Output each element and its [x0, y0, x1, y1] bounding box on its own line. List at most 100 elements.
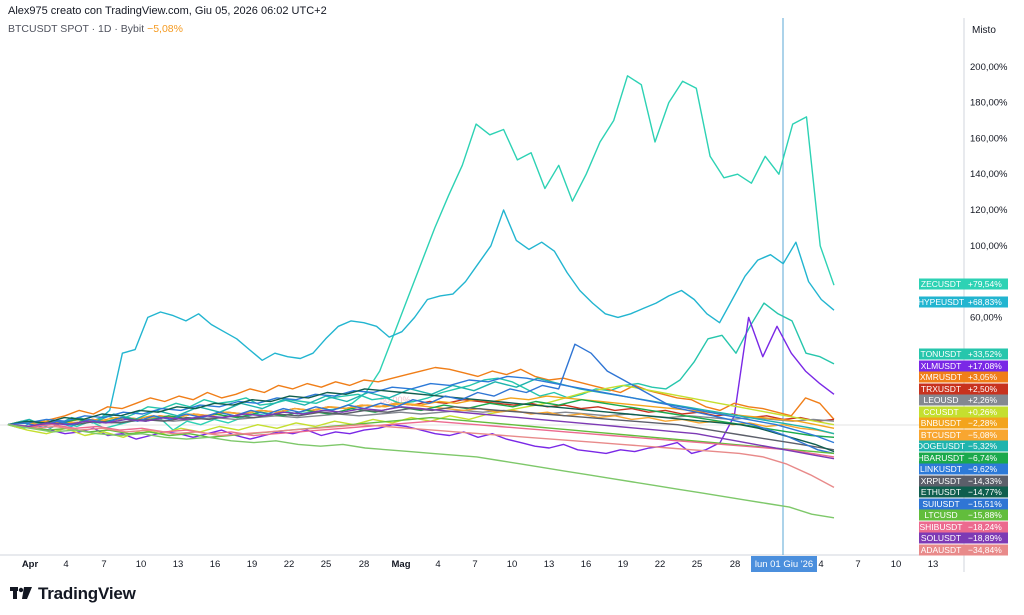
- series-badge-name: SOLUSDT: [921, 533, 961, 543]
- y-tick-label: 60,00%: [970, 312, 1003, 323]
- chart-header-title: Alex975 creato con TradingView.com, Giu …: [8, 5, 327, 17]
- x-tick-label: 19: [247, 559, 258, 570]
- series-badge-value: −5,32%: [968, 441, 998, 451]
- tradingview-logo-icon: [10, 587, 32, 599]
- series-badge-name: ZECUSDT: [921, 279, 961, 289]
- series-badge-ccusdt: CCUSDT +0,26%: [919, 406, 1008, 418]
- x-tick-label: 7: [472, 559, 477, 570]
- series-badge-name: XLMUSDT: [921, 361, 962, 371]
- series-badge-name: ADAUSDT: [921, 545, 962, 555]
- x-axis-ticks: Apr 4 7 10 13 16 19 22 25 28 Mag 4 7 10 13 16 19 22 25 28 4 7…: [22, 559, 938, 570]
- series-line-tonusdt: [7, 302, 835, 428]
- x-tick-label: 4: [63, 559, 68, 570]
- y-tick-label: 120,00%: [970, 205, 1008, 216]
- x-tick-label: 4: [818, 559, 823, 570]
- x-tick-label: 13: [544, 559, 555, 570]
- series-badge-name: DOGEUSDT: [917, 441, 965, 451]
- y-tick-label: 100,00%: [970, 241, 1008, 252]
- series-badge-value: +79,54%: [968, 279, 1002, 289]
- series-badge-value: +0,26%: [968, 407, 998, 417]
- series-badge-adausdt: ADAUSDT −34,84%: [919, 544, 1008, 556]
- y-tick-label: 180,00%: [970, 98, 1008, 109]
- faint-overlay-label: 50,00%: [380, 395, 411, 405]
- series-badge-name: SHIBUSDT: [920, 522, 963, 532]
- series-badge-value: −34,84%: [968, 545, 1002, 555]
- series-badge-value: +33,52%: [968, 349, 1002, 359]
- svg-text:lun 01 Giu '26: lun 01 Giu '26: [755, 559, 813, 570]
- series-badge-value: −15,51%: [968, 499, 1002, 509]
- series-line-ethusdt: [7, 388, 835, 453]
- series-line-xmrusdt: [7, 366, 835, 428]
- series-badge-ltcusd: LTCUSD −15,88%: [919, 509, 1008, 521]
- series-badges: ZECUSDT +79,54% HYPEUSDT +68,83% TONUSDT +33,…: [917, 278, 1008, 556]
- y-tick-label: 140,00%: [970, 169, 1008, 180]
- series-line-ltc-green: [7, 424, 835, 519]
- symbol-legend[interactable]: BTCUSDT SPOT · 1D · Bybit −5,08%: [8, 23, 183, 35]
- symbol-legend-name: BTCUSDT SPOT · 1D · Bybit: [8, 23, 145, 35]
- series-line-dogeusdt: [7, 377, 835, 435]
- series-badge-value: −15,88%: [968, 510, 1002, 520]
- series-badge-value: +2,50%: [968, 384, 998, 394]
- tradingview-brand: TradingView: [38, 584, 136, 603]
- x-tick-label: 13: [173, 559, 184, 570]
- series-line-solusdt: [7, 406, 835, 460]
- series-badge-name: LTCUSD: [924, 510, 957, 520]
- symbol-legend-change: −5,08%: [147, 23, 183, 35]
- series-badge-name: LEOUSD: [924, 395, 959, 405]
- x-tick-label: Mag: [392, 559, 411, 570]
- x-tick-label: 7: [855, 559, 860, 570]
- series-badge-trxusdt: TRXUSDT +2,50%: [919, 383, 1008, 395]
- series-badge-hypeusdt: HYPEUSDT +68,83%: [918, 296, 1008, 308]
- x-tick-label: 10: [891, 559, 902, 570]
- series-line-suiusdt: [7, 343, 835, 455]
- series-badge-bnbusdt: BNBUSDT −2,28%: [919, 417, 1008, 429]
- series-line-linkusdt: [7, 375, 835, 444]
- series-line-hypeusdt: [7, 209, 835, 429]
- x-tick-label: Apr: [22, 559, 39, 570]
- y-axis-ticks: 200,00% 180,00% 160,00% 140,00% 120,00% 100,0…: [970, 62, 1008, 324]
- x-tick-label: 16: [581, 559, 592, 570]
- series-badge-value: +2,26%: [968, 395, 998, 405]
- series-badge-name: BNBUSDT: [921, 418, 962, 428]
- series-badge-dogeusdt: DOGEUSDT −5,32%: [917, 440, 1008, 452]
- series-line-adausdt: [7, 424, 835, 489]
- series-badge-value: +17,08%: [968, 361, 1002, 371]
- series-badge-name: TRXUSDT: [921, 384, 961, 394]
- series-lines: [7, 75, 835, 519]
- x-tick-label: 28: [359, 559, 370, 570]
- x-tick-label: 22: [655, 559, 666, 570]
- series-badge-name: XRPUSDT: [921, 476, 962, 486]
- series-line-xlmusdt: [7, 316, 835, 455]
- series-badge-value: −14,33%: [968, 476, 1002, 486]
- x-tick-label: 22: [284, 559, 295, 570]
- y-tick-label: 160,00%: [970, 133, 1008, 144]
- crosshair-date-badge: lun 01 Giu '26: [751, 556, 817, 572]
- series-badge-suiusdt: SUIUSDT −15,51%: [919, 498, 1008, 510]
- series-badge-name: SUIUSDT: [922, 499, 959, 509]
- series-badge-name: ETHUSDT: [921, 487, 961, 497]
- x-tick-label: 4: [435, 559, 440, 570]
- series-badge-ethusdt: ETHUSDT −14,77%: [919, 486, 1008, 498]
- series-badge-linkusdt: LINKUSDT −9,62%: [919, 463, 1008, 475]
- series-line-zecusdt: [7, 75, 835, 431]
- series-badge-name: BTCUSDT: [921, 430, 961, 440]
- series-badge-value: +3,05%: [968, 372, 998, 382]
- series-badge-xlmusdt: XLMUSDT +17,08%: [919, 360, 1008, 372]
- series-badge-value: −6,74%: [968, 453, 998, 463]
- series-badge-tonusdt: TONUSDT +33,52%: [919, 348, 1008, 360]
- series-line-xrpusdt: [7, 406, 835, 451]
- tradingview-logo[interactable]: TradingView: [10, 584, 136, 604]
- series-badge-leousd: LEOUSD +2,26%: [919, 394, 1008, 406]
- series-badge-name: HBARUSDT: [918, 453, 965, 463]
- series-badge-value: −9,62%: [968, 464, 998, 474]
- series-badge-value: −5,08%: [968, 430, 998, 440]
- series-badge-name: XMRUSDT: [920, 372, 962, 382]
- x-tick-label: 28: [730, 559, 741, 570]
- series-badge-btcusdt: BTCUSDT −5,08%: [919, 429, 1008, 441]
- scale-mode-label[interactable]: Misto: [972, 25, 996, 36]
- series-badge-name: LINKUSDT: [920, 464, 962, 474]
- x-tick-label: 25: [321, 559, 332, 570]
- series-badge-name: TONUSDT: [921, 349, 962, 359]
- x-tick-label: 13: [928, 559, 939, 570]
